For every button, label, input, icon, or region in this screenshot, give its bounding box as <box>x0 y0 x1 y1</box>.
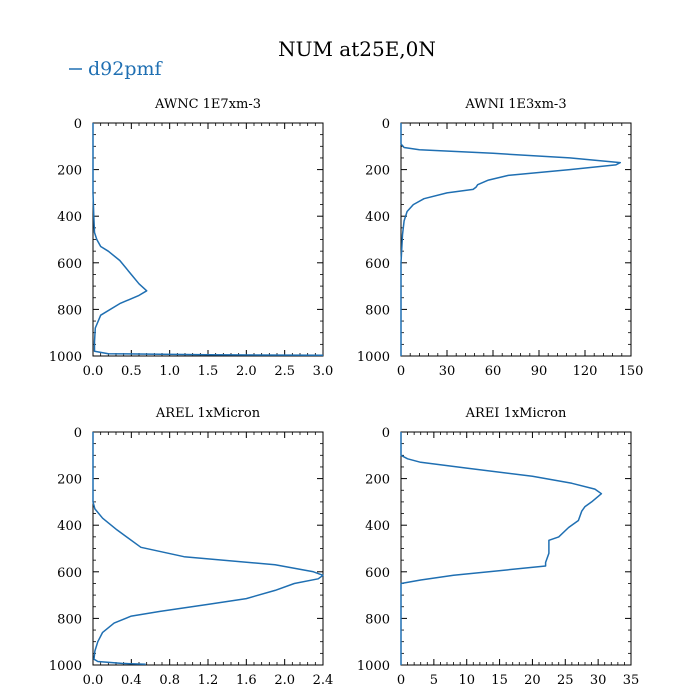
arel-y-tick-label: 1000 <box>49 659 82 674</box>
awni-x-tick-label: 60 <box>485 364 502 379</box>
awnc-plot-frame <box>92 122 324 357</box>
awnc-x-tick-label: 2.0 <box>236 364 257 379</box>
awnc-y-tick-label: 0 <box>74 117 82 132</box>
arei-x-tick-label: 10 <box>458 673 475 688</box>
arei-y-tick-label: 800 <box>365 612 390 627</box>
arel-x-tick-label: 1.2 <box>198 673 219 688</box>
arei-y-tick-label: 0 <box>382 426 390 441</box>
awnc-panel-title: AWNC 1E7xm-3 <box>154 97 261 112</box>
awni-y-tick-label: 600 <box>365 257 390 272</box>
awni-x-tick-label: 90 <box>531 364 548 379</box>
arel-x-tick-label: 0.4 <box>121 673 142 688</box>
awnc-series-line <box>92 123 324 357</box>
arel-series-line <box>92 432 324 666</box>
awnc-x-tick-label: 1.5 <box>198 364 219 379</box>
awni-y-tick-label: 800 <box>365 303 390 318</box>
arei-y-tick-label: 200 <box>365 473 390 488</box>
awni-panel-title: AWNI 1E3xm-3 <box>464 97 566 112</box>
arel-x-tick-label: 1.6 <box>236 673 257 688</box>
arei-y-tick-label: 600 <box>365 566 390 581</box>
arei-x-tick-label: 35 <box>623 673 640 688</box>
awnc-y-tick-label: 600 <box>57 257 82 272</box>
awnc-x-tick-label: 3.0 <box>313 364 334 379</box>
arei-panel-title: AREI 1xMicron <box>465 406 567 421</box>
legend: d92pmf <box>69 58 164 80</box>
awnc-x-tick-label: 1.0 <box>159 364 180 379</box>
awnc-y-tick-label: 800 <box>57 303 82 318</box>
arei-x-tick-label: 5 <box>430 673 438 688</box>
figure-title: NUM at25E,0N <box>278 37 436 61</box>
awnc-y-tick-label: 200 <box>57 164 82 179</box>
awnc-x-tick-label: 0.0 <box>83 364 104 379</box>
awnc-x-tick-label: 2.5 <box>274 364 295 379</box>
arel-x-tick-label: 0.8 <box>159 673 180 688</box>
panel-arel: AREL 1xMicron 0.0 0.4 0.8 1.2 1.6 2.0 2.4 0 200 40… <box>49 406 333 688</box>
arei-x-tick-label: 25 <box>557 673 574 688</box>
arel-y-tick-label: 600 <box>57 566 82 581</box>
arel-y-tick-label: 800 <box>57 612 82 627</box>
arel-y-tick-label: 400 <box>57 519 82 534</box>
arei-x-tick-label: 20 <box>524 673 541 688</box>
arel-y-tick-label: 0 <box>74 426 82 441</box>
arei-y-tick-label: 1000 <box>357 659 390 674</box>
awni-x-tick-label: 120 <box>573 364 598 379</box>
awni-y-tick-label: 0 <box>382 117 390 132</box>
arel-plot-frame <box>92 431 324 666</box>
panel-arei: AREI 1xMicron 0 5 10 15 20 25 30 35 0 200 400 600 800… <box>357 406 639 688</box>
arel-x-tick-label: 0.0 <box>83 673 104 688</box>
legend-label: d92pmf <box>88 58 164 80</box>
awnc-x-tick-label: 0.5 <box>121 364 142 379</box>
awnc-y-tick-label: 1000 <box>49 350 82 365</box>
awni-y-tick-label: 200 <box>365 164 390 179</box>
awni-x-tick-label: 30 <box>439 364 456 379</box>
arei-x-tick-label: 15 <box>491 673 508 688</box>
arel-y-tick-label: 200 <box>57 473 82 488</box>
arei-x-tick-label: 0 <box>397 673 405 688</box>
awni-x-tick-label: 150 <box>619 364 644 379</box>
arei-x-tick-label: 30 <box>590 673 607 688</box>
arel-x-tick-label: 2.4 <box>313 673 334 688</box>
arel-x-tick-label: 2.0 <box>274 673 295 688</box>
arei-y-tick-label: 400 <box>365 519 390 534</box>
awni-y-tick-label: 1000 <box>357 350 390 365</box>
arei-plot-frame <box>400 431 632 666</box>
awni-plot-frame <box>400 122 632 357</box>
panel-awni: AWNI 1E3xm-3 0 30 60 90 120 150 0 200 400 600 800 10… <box>357 97 644 379</box>
awni-series-line <box>400 123 622 356</box>
awnc-y-tick-label: 400 <box>57 210 82 225</box>
awni-y-tick-label: 400 <box>365 210 390 225</box>
arel-panel-title: AREL 1xMicron <box>155 406 261 421</box>
panel-awnc: AWNC 1E7xm-3 0.0 0.5 1.0 1.5 2.0 2.5 3.0 0 200 400… <box>49 97 333 379</box>
arei-series-line <box>400 432 603 665</box>
awni-x-tick-label: 0 <box>397 364 405 379</box>
